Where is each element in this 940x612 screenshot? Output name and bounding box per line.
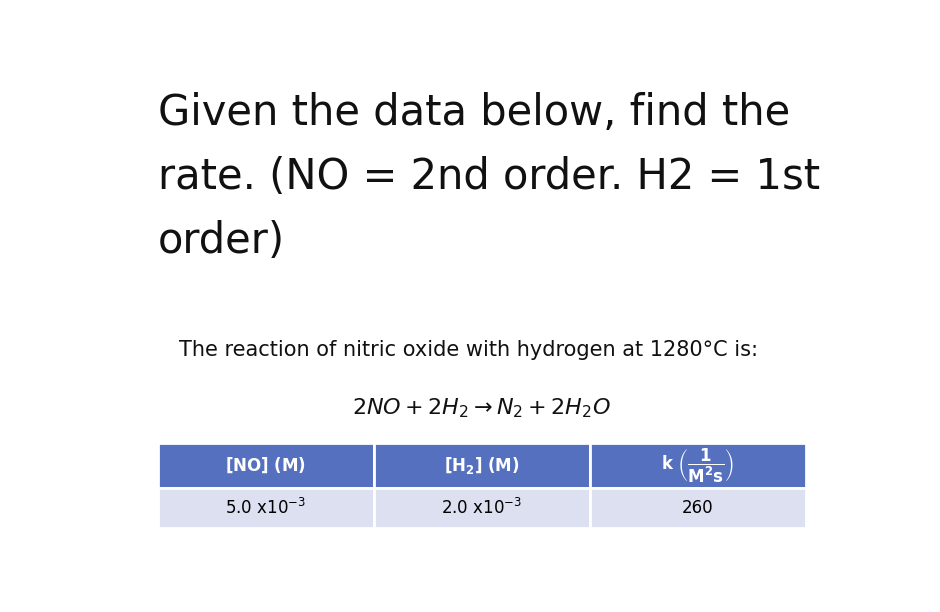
Text: 260: 260 bbox=[682, 499, 713, 517]
Bar bbox=[589, 488, 806, 528]
Bar bbox=[158, 443, 374, 488]
Text: 2.0 x10$^{-3}$: 2.0 x10$^{-3}$ bbox=[441, 498, 523, 518]
Bar bbox=[158, 488, 374, 528]
Text: The reaction of nitric oxide with hydrogen at 1280°C is:: The reaction of nitric oxide with hydrog… bbox=[180, 340, 759, 360]
Text: rate. (NO = 2nd order. H2 = 1st: rate. (NO = 2nd order. H2 = 1st bbox=[158, 156, 820, 198]
Text: Given the data below, find the: Given the data below, find the bbox=[158, 92, 790, 134]
Bar bbox=[374, 488, 589, 528]
Bar bbox=[589, 443, 806, 488]
Text: $\mathbf{[NO]\ (M)}$: $\mathbf{[NO]\ (M)}$ bbox=[226, 456, 306, 476]
Bar bbox=[374, 443, 589, 488]
Text: 5.0 x10$^{-3}$: 5.0 x10$^{-3}$ bbox=[225, 498, 306, 518]
Text: $\mathbf{[H_2]\ (M)}$: $\mathbf{[H_2]\ (M)}$ bbox=[444, 455, 520, 476]
Text: $2NO + 2H_2 \rightarrow N_2 + 2H_2O$: $2NO + 2H_2 \rightarrow N_2 + 2H_2O$ bbox=[352, 396, 611, 420]
Text: order): order) bbox=[158, 220, 285, 261]
Text: $\mathbf{k\ \left(\dfrac{1}{M^2s}\right)}$: $\mathbf{k\ \left(\dfrac{1}{M^2s}\right)… bbox=[662, 447, 734, 485]
